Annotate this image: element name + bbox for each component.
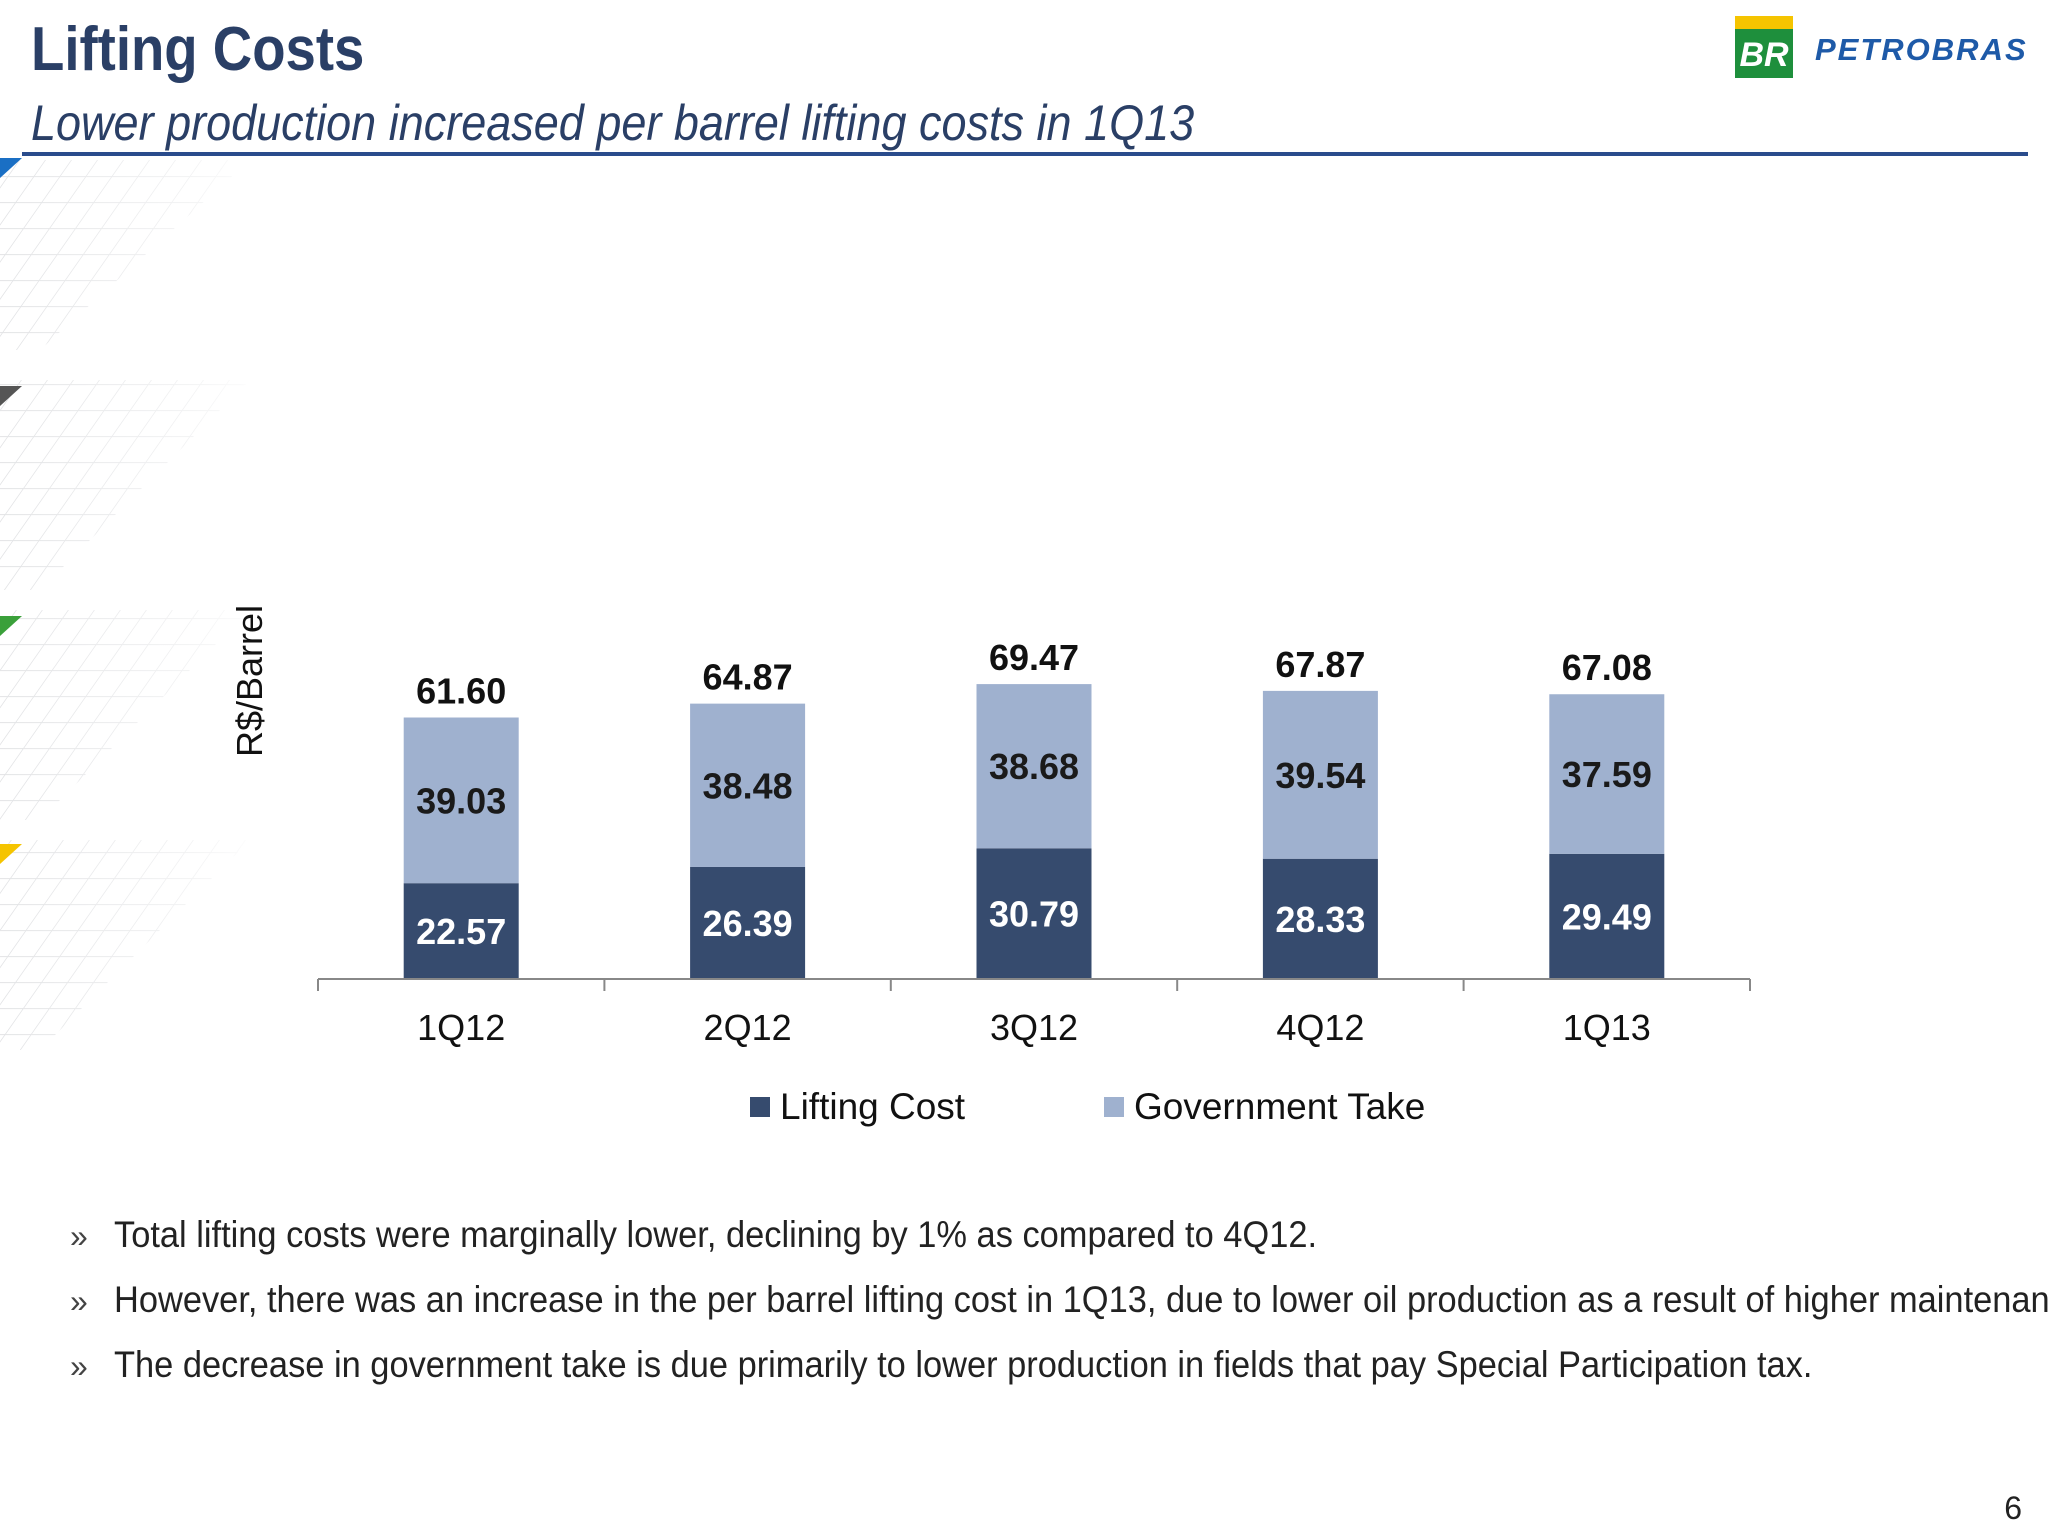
bullet-text: The decrease in government take is due p… [114, 1344, 1813, 1385]
stacked-bar-chart: R$/Barrel 22.57 39.03 61.60 1Q12 26.39 38.48 64… [229, 605, 1751, 1127]
data-label-lifting-cost: 30.79 [989, 894, 1079, 935]
data-label-government-take: 38.48 [703, 765, 793, 806]
x-tick-label: 1Q13 [1563, 1007, 1651, 1048]
page-title: Lifting Costs [31, 15, 365, 84]
yellow-corner-marker [0, 844, 22, 864]
x-tick-label: 3Q12 [990, 1007, 1078, 1048]
bar-lifting-cost [1549, 853, 1665, 979]
bullet-item: » Total lifting costs were marginally lo… [70, 1214, 2048, 1279]
x-tick-label: 4Q12 [1276, 1007, 1364, 1048]
data-label-total: 64.87 [703, 657, 793, 698]
bar-lifting-cost [690, 866, 806, 979]
logo-mark-text: BR [1739, 36, 1789, 74]
bar-lifting-cost [403, 883, 519, 979]
data-label-lifting-cost: 29.49 [1562, 896, 1652, 937]
legend-label: Lifting Cost [780, 1086, 966, 1127]
data-label-total: 61.60 [416, 671, 506, 712]
data-label-government-take: 37.59 [1562, 754, 1652, 795]
grey-corner-marker [0, 386, 22, 406]
bullet-marker: » [70, 1283, 88, 1319]
data-label-total: 67.87 [1275, 644, 1365, 685]
x-tick-label: 1Q12 [417, 1007, 505, 1048]
data-label-total: 69.47 [989, 637, 1079, 678]
page-number: 6 [2004, 1490, 2022, 1526]
x-tick-label: 2Q12 [704, 1007, 792, 1048]
bullet-marker: » [70, 1218, 88, 1254]
data-label-government-take: 39.03 [416, 780, 506, 821]
legend-label: Government Take [1134, 1086, 1425, 1127]
data-label-total: 67.08 [1562, 647, 1652, 688]
data-label-lifting-cost: 22.57 [416, 911, 506, 952]
bar-government-take [1549, 694, 1665, 854]
bar-lifting-cost [976, 848, 1092, 979]
bullet-item: » However, there was an increase in the … [70, 1279, 2048, 1344]
bar-lifting-cost [1262, 858, 1378, 979]
data-label-lifting-cost: 28.33 [1275, 899, 1365, 940]
bullet-list: » Total lifting costs were marginally lo… [70, 1214, 2048, 1409]
petrobras-logo: BR PETROBRAS [1735, 16, 2028, 78]
blue-corner-marker [0, 158, 22, 178]
bar-government-take [690, 703, 806, 867]
green-corner-marker [0, 616, 22, 636]
bar-government-take [976, 684, 1092, 849]
bullet-marker: » [70, 1348, 88, 1384]
bullet-text: However, there was an increase in the pe… [114, 1279, 2048, 1320]
bar-government-take [403, 717, 519, 884]
data-label-government-take: 39.54 [1275, 755, 1365, 796]
page-subtitle: Lower production increased per barrel li… [31, 95, 1195, 151]
legend-swatch [1104, 1097, 1124, 1117]
data-label-government-take: 38.68 [989, 746, 1079, 787]
decorative-grid [0, 150, 270, 1100]
bullet-item: » The decrease in government take is due… [70, 1344, 2048, 1409]
bullet-text: Total lifting costs were marginally lowe… [114, 1214, 1318, 1255]
bar-government-take [1262, 690, 1378, 859]
legend-swatch [750, 1097, 770, 1117]
y-axis-label: R$/Barrel [229, 605, 270, 757]
data-label-lifting-cost: 26.39 [703, 903, 793, 944]
title-underline [22, 152, 2028, 156]
logo-wordmark-text: PETROBRAS [1815, 32, 2028, 67]
